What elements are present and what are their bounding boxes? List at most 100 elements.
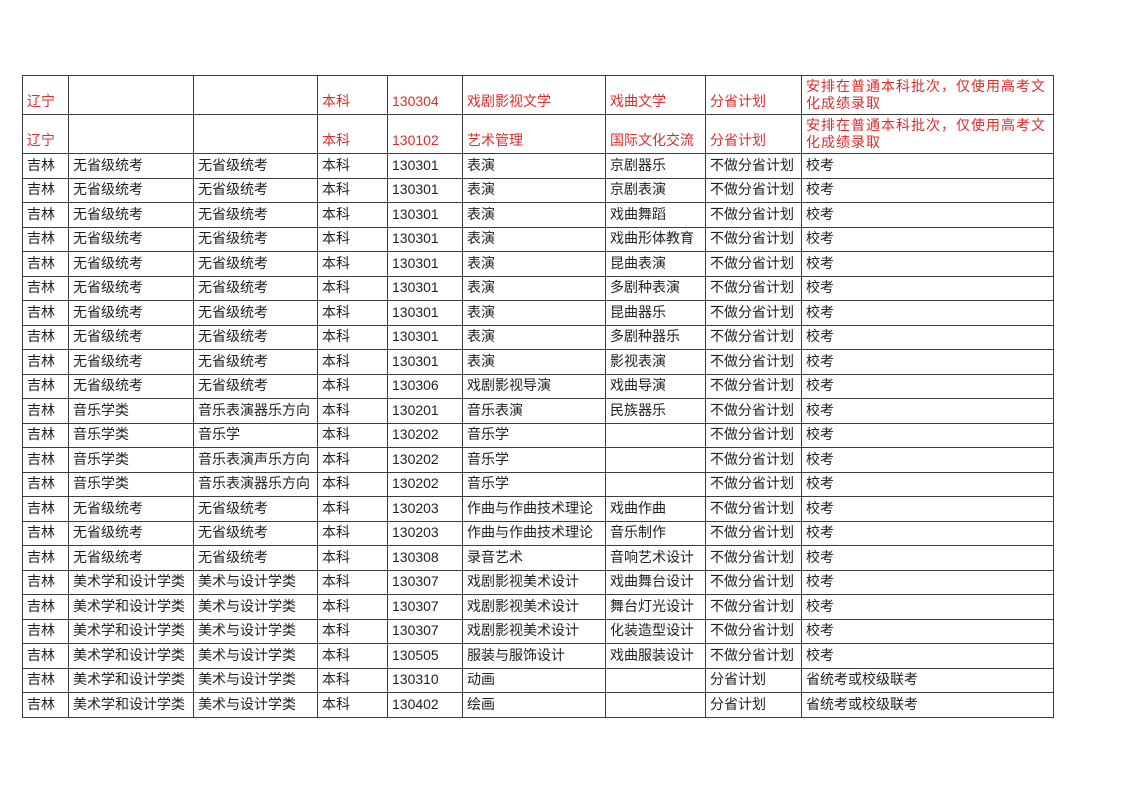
- cell-major-code: 130202: [387, 447, 463, 473]
- cell-major-code: 130306: [387, 373, 463, 399]
- table-row: 吉林 美术学和设计学类 美术与设计学类 本科 130310 动画 分省计划 省统…: [22, 667, 1054, 693]
- cell-major-code: 130202: [387, 422, 463, 448]
- cell-plan-type: 不做分省计划: [705, 643, 802, 669]
- cell-exam-type: 省统考或校级联考: [801, 667, 1054, 693]
- cell-plan-type: 不做分省计划: [705, 226, 802, 252]
- cell-exam-category: 无省级统考: [68, 153, 194, 179]
- cell-exam-subcategory: 音乐表演器乐方向: [193, 471, 318, 497]
- cell-exam-type: 校考: [801, 618, 1054, 644]
- cell-major-code: 130301: [387, 349, 463, 375]
- cell-exam-category: 无省级统考: [68, 545, 194, 571]
- cell-exam-category: 无省级统考: [68, 226, 194, 252]
- cell-direction: 昆曲器乐: [605, 300, 706, 326]
- cell-major-name: 绘画: [462, 692, 606, 718]
- enrollment-plan-table: 辽宁 本科 130304 戏剧影视文学 戏曲文学 分省计划 安排在普通本科批次，…: [22, 75, 1054, 718]
- cell-province: 吉林: [22, 398, 69, 424]
- cell-plan-type: 不做分省计划: [705, 398, 802, 424]
- cell-plan-type: 不做分省计划: [705, 300, 802, 326]
- cell-major-code: 130203: [387, 520, 463, 546]
- cell-exam-category: 无省级统考: [68, 251, 194, 277]
- cell-level: 本科: [317, 398, 388, 424]
- cell-level: 本科: [317, 373, 388, 399]
- cell-exam-type: 校考: [801, 569, 1054, 595]
- cell-major-code: 130301: [387, 275, 463, 301]
- cell-direction: 戏曲导演: [605, 373, 706, 399]
- cell-major-name: 作曲与作曲技术理论: [462, 520, 606, 546]
- cell-direction: 戏曲舞台设计: [605, 569, 706, 595]
- cell-major-code: 130505: [387, 643, 463, 669]
- cell-major-name: 表演: [462, 324, 606, 350]
- cell-province: 吉林: [22, 447, 69, 473]
- cell-exam-type: 校考: [801, 496, 1054, 522]
- cell-province: 吉林: [22, 324, 69, 350]
- cell-exam-category: 无省级统考: [68, 373, 194, 399]
- cell-exam-subcategory: 无省级统考: [193, 251, 318, 277]
- cell-exam-subcategory: [193, 75, 318, 115]
- table-row: 吉林 美术学和设计学类 美术与设计学类 本科 130307 戏剧影视美术设计 化…: [22, 618, 1054, 644]
- cell-exam-subcategory: 无省级统考: [193, 545, 318, 571]
- table-row: 吉林 无省级统考 无省级统考 本科 130301 表演 京剧表演 不做分省计划 …: [22, 177, 1054, 203]
- cell-province: 吉林: [22, 349, 69, 375]
- cell-major-name: 服装与服饰设计: [462, 643, 606, 669]
- cell-exam-subcategory: 无省级统考: [193, 177, 318, 203]
- cell-major-code: 130304: [387, 75, 463, 115]
- cell-level: 本科: [317, 300, 388, 326]
- cell-exam-type: 校考: [801, 324, 1054, 350]
- cell-level: 本科: [317, 75, 388, 115]
- cell-major-name: 艺术管理: [462, 114, 606, 154]
- cell-exam-type: 校考: [801, 349, 1054, 375]
- cell-major-code: 130307: [387, 594, 463, 620]
- cell-plan-type: 分省计划: [705, 667, 802, 693]
- cell-major-code: 130203: [387, 496, 463, 522]
- cell-level: 本科: [317, 202, 388, 228]
- cell-province: 吉林: [22, 422, 69, 448]
- table-row: 吉林 无省级统考 无省级统考 本科 130203 作曲与作曲技术理论 音乐制作 …: [22, 520, 1054, 546]
- cell-exam-type: 校考: [801, 471, 1054, 497]
- cell-province: 吉林: [22, 618, 69, 644]
- cell-level: 本科: [317, 177, 388, 203]
- cell-level: 本科: [317, 569, 388, 595]
- cell-exam-category: 美术学和设计学类: [68, 594, 194, 620]
- cell-province: 吉林: [22, 496, 69, 522]
- cell-level: 本科: [317, 545, 388, 571]
- cell-plan-type: 不做分省计划: [705, 447, 802, 473]
- cell-exam-subcategory: 无省级统考: [193, 275, 318, 301]
- cell-major-name: 表演: [462, 275, 606, 301]
- cell-plan-type: 不做分省计划: [705, 324, 802, 350]
- cell-plan-type: 不做分省计划: [705, 520, 802, 546]
- table-row: 吉林 音乐学类 音乐学 本科 130202 音乐学 不做分省计划 校考: [22, 422, 1054, 448]
- cell-province: 吉林: [22, 177, 69, 203]
- table-row: 吉林 无省级统考 无省级统考 本科 130301 表演 多剧种表演 不做分省计划…: [22, 275, 1054, 301]
- cell-exam-subcategory: 音乐学: [193, 422, 318, 448]
- cell-exam-type: 校考: [801, 275, 1054, 301]
- cell-major-code: 130301: [387, 324, 463, 350]
- cell-direction: 昆曲表演: [605, 251, 706, 277]
- cell-plan-type: 不做分省计划: [705, 545, 802, 571]
- cell-exam-category: 无省级统考: [68, 300, 194, 326]
- cell-exam-category: 无省级统考: [68, 349, 194, 375]
- cell-province: 吉林: [22, 202, 69, 228]
- cell-exam-type: 校考: [801, 153, 1054, 179]
- cell-plan-type: 不做分省计划: [705, 618, 802, 644]
- cell-exam-type: 校考: [801, 422, 1054, 448]
- cell-major-code: 130301: [387, 251, 463, 277]
- cell-level: 本科: [317, 251, 388, 277]
- cell-direction: [605, 667, 706, 693]
- cell-direction: 民族器乐: [605, 398, 706, 424]
- cell-exam-type: 校考: [801, 300, 1054, 326]
- cell-exam-type: 校考: [801, 520, 1054, 546]
- cell-level: 本科: [317, 422, 388, 448]
- cell-major-code: 130301: [387, 226, 463, 252]
- cell-exam-category: [68, 75, 194, 115]
- cell-exam-type: 安排在普通本科批次，仅使用高考文化成绩录取: [801, 75, 1054, 115]
- cell-direction: 国际文化交流: [605, 114, 706, 154]
- cell-plan-type: 不做分省计划: [705, 594, 802, 620]
- cell-direction: 戏曲形体教育: [605, 226, 706, 252]
- cell-level: 本科: [317, 153, 388, 179]
- cell-major-code: 130301: [387, 202, 463, 228]
- cell-major-code: 130307: [387, 618, 463, 644]
- cell-direction: 戏曲作曲: [605, 496, 706, 522]
- cell-exam-category: 美术学和设计学类: [68, 643, 194, 669]
- cell-province: 吉林: [22, 545, 69, 571]
- table-row: 吉林 无省级统考 无省级统考 本科 130301 表演 戏曲舞蹈 不做分省计划 …: [22, 202, 1054, 228]
